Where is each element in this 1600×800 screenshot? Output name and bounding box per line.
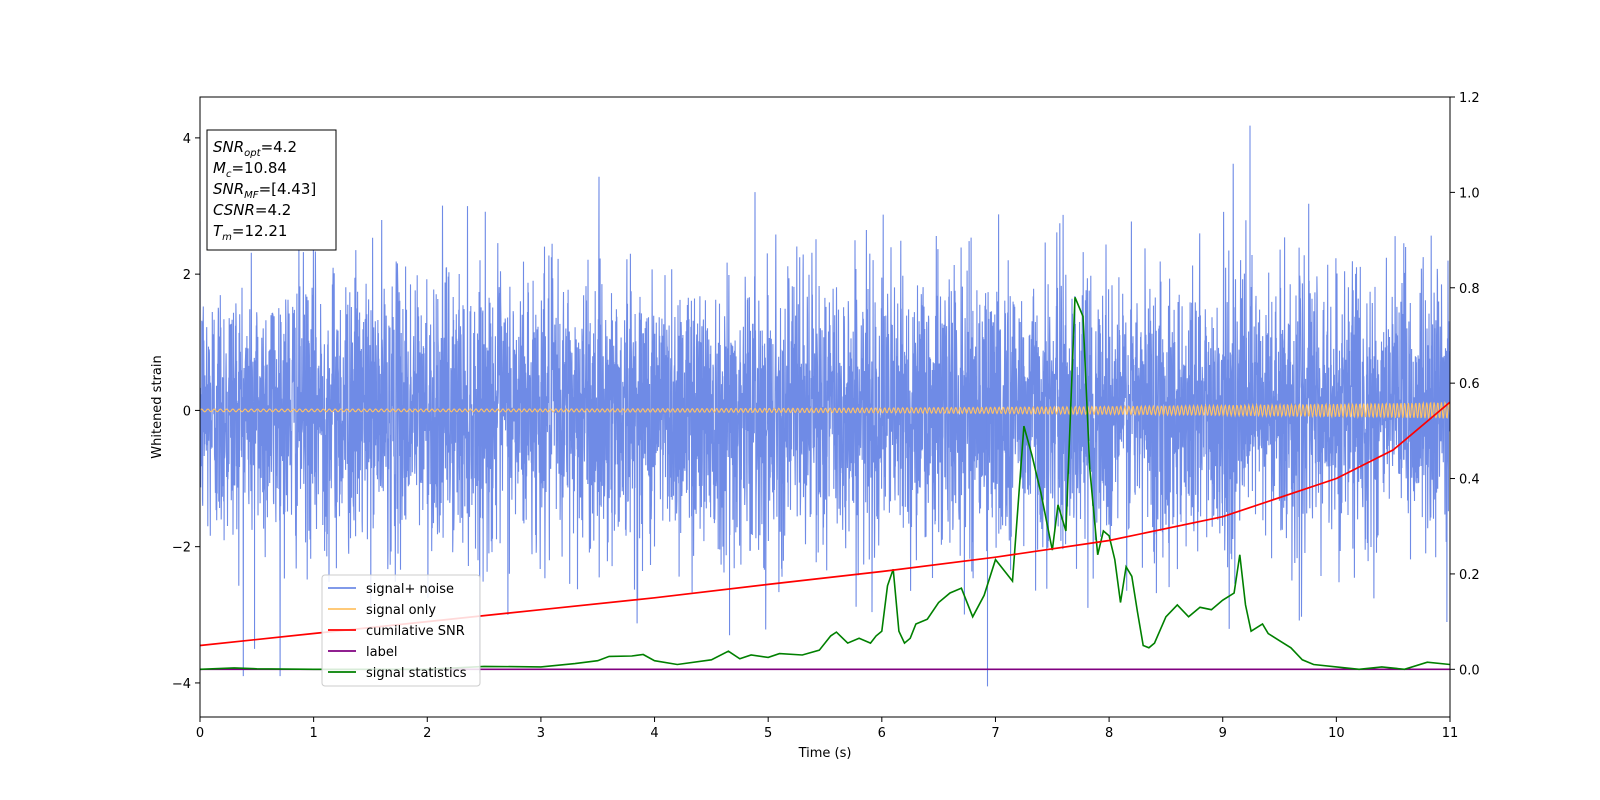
x-tick-label: 0 bbox=[196, 726, 204, 741]
x-tick-label: 8 bbox=[1105, 726, 1113, 741]
y-tick-label-left: 0 bbox=[183, 404, 191, 419]
plot-frame bbox=[199, 96, 1451, 718]
x-tick-label: 7 bbox=[991, 726, 999, 741]
legend: signal+ noise signal only cumilative SNR la… bbox=[321, 574, 481, 687]
stats-line: SNRopt=4.2 bbox=[213, 138, 297, 159]
y-axis-title: Whitened strain bbox=[150, 355, 165, 458]
legend-label: cumilative SNR bbox=[366, 624, 465, 639]
y-axis-left: −4 −2 0 2 4 bbox=[172, 132, 200, 692]
legend-label: signal statistics bbox=[366, 666, 467, 681]
legend-label: signal+ noise bbox=[366, 582, 454, 597]
y-tick-label-right: 0.2 bbox=[1459, 568, 1480, 583]
y-axis-right: 0.0 0.2 0.4 0.6 0.8 1.0 1.2 bbox=[1450, 91, 1480, 678]
x-tick-label: 11 bbox=[1442, 726, 1459, 741]
y-tick-label-right: 0.8 bbox=[1459, 282, 1480, 297]
y-tick-label-left: 2 bbox=[183, 268, 191, 283]
y-tick-label-left: 4 bbox=[183, 132, 191, 147]
x-tick-label: 5 bbox=[764, 726, 772, 741]
x-tick-label: 9 bbox=[1219, 726, 1227, 741]
y-tick-label-right: 0.4 bbox=[1459, 473, 1480, 488]
series-signal-noise bbox=[200, 163, 1450, 677]
stats-line: CSNR=4.2 bbox=[213, 201, 291, 219]
x-tick-label: 6 bbox=[878, 726, 886, 741]
stats-box-frame bbox=[206, 129, 337, 251]
y-tick-label-right: 0.6 bbox=[1459, 377, 1480, 392]
x-tick-label: 1 bbox=[309, 726, 317, 741]
legend-label: signal only bbox=[366, 603, 436, 618]
x-tick-label: 4 bbox=[650, 726, 658, 741]
x-tick-label: 3 bbox=[537, 726, 545, 741]
legend-label: label bbox=[366, 645, 397, 660]
series-signal-only bbox=[200, 400, 1450, 420]
y-tick-label-left: −4 bbox=[172, 677, 191, 692]
x-tick-label: 2 bbox=[423, 726, 431, 741]
legend-frame bbox=[321, 574, 481, 687]
y-tick-label-right: 1.2 bbox=[1459, 91, 1480, 106]
x-axis: 0 1 2 3 4 5 6 7 8 9 10 11 bbox=[196, 717, 1458, 741]
y-tick-label-left: −2 bbox=[172, 541, 191, 556]
y-tick-label-right: 0.0 bbox=[1459, 663, 1480, 678]
y-tick-label-right: 1.0 bbox=[1459, 186, 1480, 201]
stats-line: Tm=12.21 bbox=[213, 222, 287, 243]
series-signal-statistics bbox=[200, 296, 1450, 671]
x-tick-label: 10 bbox=[1328, 726, 1345, 741]
stats-line: SNRMF=[4.43] bbox=[213, 180, 316, 201]
x-axis-title: Time (s) bbox=[798, 746, 852, 761]
stats-line: Mc=10.84 bbox=[213, 159, 287, 180]
